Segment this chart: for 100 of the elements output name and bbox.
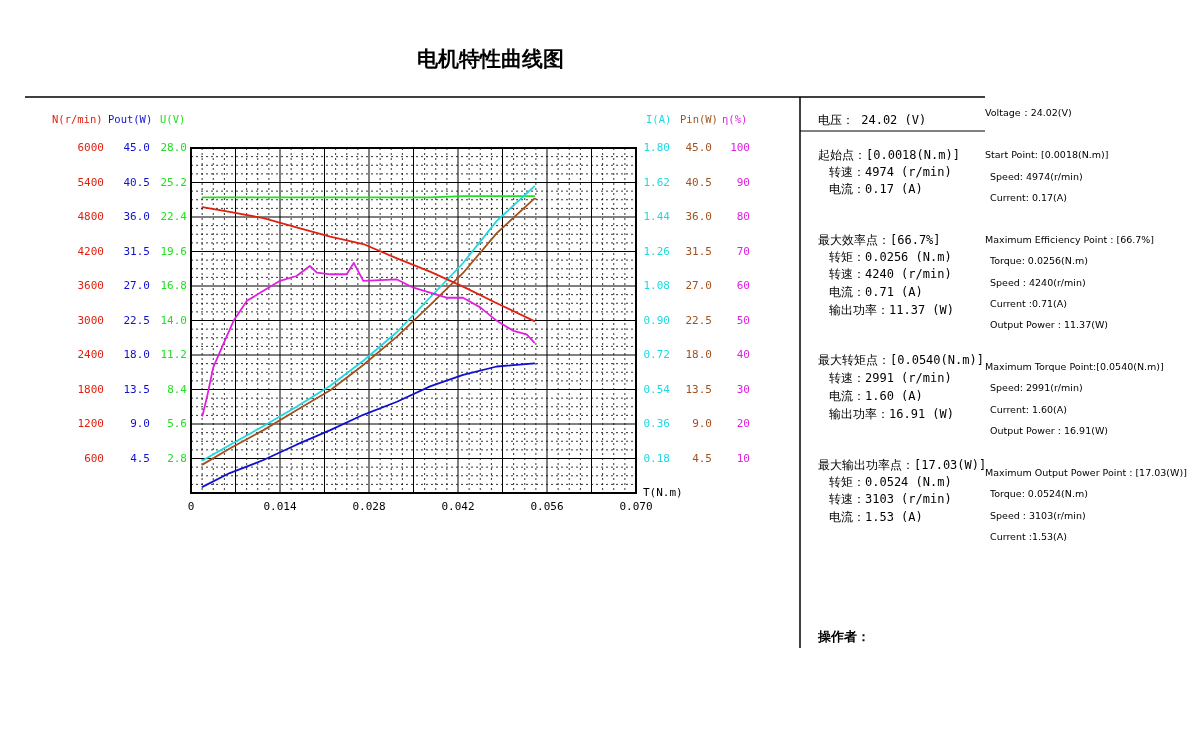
- y2-tick-label: 0.18: [643, 451, 670, 465]
- y-tick-label: 2400: [77, 348, 104, 361]
- text: 最大效率点：[66.7%]: [818, 232, 941, 247]
- text: 最大输出功率点：[17.03(W)]: [818, 457, 987, 472]
- text: Start Point: [0.0018(N.m)]: [985, 148, 1109, 160]
- y2-tick-label: 60: [736, 279, 750, 292]
- text: 电流：1.60 (A): [829, 388, 923, 403]
- y2-tick-label: 80: [736, 210, 750, 223]
- y2-axis-title: I(A): [646, 113, 672, 125]
- y2-axis-title: η(%): [722, 113, 748, 125]
- x-tick-label: 0.070: [619, 500, 653, 513]
- y2-tick-label: 31.5: [685, 244, 712, 258]
- text: 操作者：: [817, 628, 870, 644]
- line-series: [201, 362, 536, 488]
- y2-tick-label: 30: [736, 382, 750, 396]
- text: Speed: 4974(r/min): [990, 170, 1083, 182]
- y-tick-label: 600: [84, 451, 104, 465]
- text: 转速：3103 (r/min): [829, 491, 952, 506]
- text: 起始点：[0.0018(N.m)]: [818, 147, 960, 162]
- text: Maximum Efficiency Point : [66.7%]: [985, 233, 1155, 245]
- text: 转速：4974 (r/min): [829, 164, 952, 179]
- y-tick-label: 19.6: [160, 244, 187, 258]
- y2-tick-label: 18.0: [685, 348, 712, 361]
- y2-tick-label: 27.0: [685, 279, 712, 292]
- line-series: [201, 206, 536, 322]
- y-axis-title: U(V): [160, 113, 186, 125]
- y2-tick-label: 40.5: [685, 175, 712, 189]
- y-tick-label: 2.8: [167, 451, 187, 465]
- y-tick-label: 22.4: [160, 210, 188, 223]
- y-tick-label: 45.0: [123, 141, 150, 154]
- y-tick-label: 13.5: [123, 382, 150, 396]
- y-axis-title: N(r/min): [52, 113, 103, 125]
- y-tick-label: 27.0: [123, 279, 150, 292]
- text: Torque: 0.0256(N.m): [989, 254, 1088, 266]
- line-series: [201, 261, 536, 417]
- y2-tick-label: 22.5: [685, 313, 712, 327]
- y2-tick-label: 36.0: [685, 210, 712, 223]
- text: Speed : 3103(r/min): [990, 509, 1086, 521]
- x-tick-label: 0.056: [530, 500, 564, 513]
- y2-tick-label: 0.36: [643, 417, 670, 430]
- y-tick-label: 36.0: [123, 210, 150, 223]
- y-tick-label: 4200: [77, 244, 104, 258]
- text: 转速：2991 (r/min): [829, 370, 952, 385]
- y-tick-label: 16.8: [160, 279, 187, 292]
- y2-tick-label: 0.90: [643, 313, 670, 327]
- text: 电流：0.71 (A): [829, 284, 923, 299]
- text: Current :0.71(A): [990, 297, 1067, 309]
- x-tick-label: 0.014: [263, 500, 297, 513]
- text: Maximum Torque Point:[0.0540(N.m)]: [985, 360, 1164, 372]
- text: Current: 0.17(A): [990, 191, 1067, 203]
- y-tick-label: 25.2: [160, 175, 187, 189]
- text: 最大转矩点：[0.0540(N.m)]: [818, 352, 984, 367]
- y2-tick-label: 90: [736, 175, 750, 189]
- text: 电流：0.17 (A): [829, 181, 923, 196]
- y-tick-label: 3000: [77, 313, 104, 327]
- y-tick-label: 11.2: [160, 348, 187, 361]
- y2-tick-label: 1.26: [643, 244, 670, 258]
- y-tick-label: 28.0: [160, 141, 187, 154]
- y2-tick-label: 50: [736, 313, 750, 327]
- text: Voltage：24.02(V): [985, 106, 1072, 118]
- y-tick-label: 5400: [77, 175, 104, 189]
- chart-title: 电机特性曲线图: [416, 47, 564, 71]
- y-tick-label: 5.6: [167, 417, 187, 430]
- text: Torque: 0.0524(N.m): [989, 487, 1088, 499]
- y2-tick-label: 4.5: [692, 451, 712, 465]
- y-tick-label: 3600: [77, 279, 104, 292]
- y-tick-label: 1200: [77, 417, 104, 430]
- x-tick-label: 0: [187, 500, 195, 513]
- y-tick-label: 6000: [77, 141, 104, 154]
- y2-tick-label: 0.72: [643, 348, 670, 361]
- text: Speed : 4240(r/min): [990, 276, 1086, 288]
- text: 输出功率：11.37 (W): [829, 302, 955, 317]
- text: Speed: 2991(r/min): [990, 381, 1083, 393]
- y2-axis-title: Pin(W): [680, 113, 718, 125]
- y2-tick-label: 1.08: [643, 279, 670, 292]
- y2-tick-label: 45.0: [685, 141, 712, 154]
- y2-tick-label: 20: [736, 417, 750, 430]
- x-axis-title: T(N.m): [643, 486, 683, 499]
- text: 电压： 24.02 (V): [818, 112, 927, 127]
- y2-tick-label: 13.5: [685, 382, 712, 396]
- y-tick-label: 4.5: [130, 451, 150, 465]
- x-tick-label: 0.042: [441, 500, 475, 513]
- y-tick-label: 40.5: [123, 175, 150, 189]
- text: 转矩：0.0524 (N.m): [829, 474, 952, 489]
- y2-tick-label: 1.44: [643, 210, 671, 223]
- y2-tick-label: 10: [736, 451, 750, 465]
- text: 电流：1.53 (A): [829, 509, 923, 524]
- y2-tick-label: 1.62: [643, 175, 670, 189]
- y2-tick-label: 100: [730, 141, 750, 154]
- text: Output Power : 11.37(W): [990, 318, 1108, 330]
- text: Maximum Output Power Point : [17.03(W)]: [985, 466, 1187, 478]
- y2-tick-label: 1.80: [643, 141, 670, 154]
- y2-tick-label: 70: [736, 244, 750, 258]
- y2-tick-label: 40: [736, 348, 750, 361]
- y-tick-label: 4800: [77, 210, 104, 223]
- y2-tick-label: 9.0: [692, 417, 712, 430]
- y-tick-label: 18.0: [123, 348, 150, 361]
- y2-tick-label: 0.54: [643, 382, 671, 396]
- y-axis-title: Pout(W): [108, 113, 153, 125]
- y-tick-label: 22.5: [123, 313, 150, 327]
